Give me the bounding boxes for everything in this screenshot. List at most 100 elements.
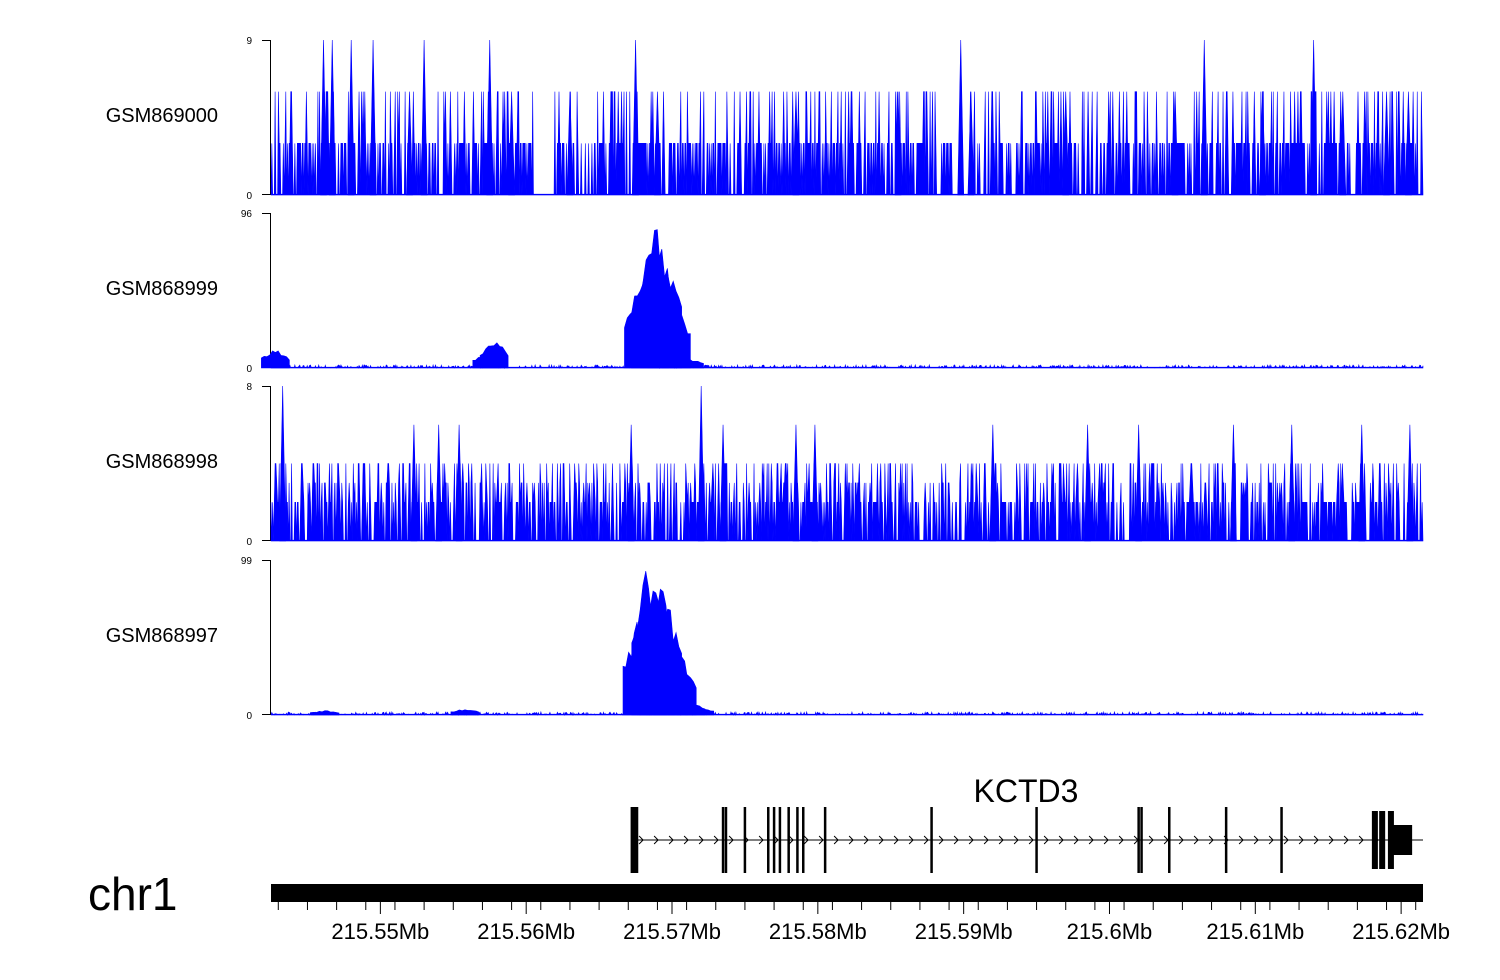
coverage-peak xyxy=(420,39,428,196)
track-label: GSM868999 xyxy=(106,278,218,300)
strand-arrow xyxy=(788,835,794,845)
gene-exon xyxy=(802,807,805,873)
y-max-label: 8 xyxy=(246,382,252,393)
strand-arrow xyxy=(803,835,809,845)
gene-exon xyxy=(721,807,725,873)
gene-exon xyxy=(1224,807,1228,873)
y-max-label: 99 xyxy=(241,556,253,567)
coverage-peak xyxy=(410,424,418,542)
coverage-peak xyxy=(261,350,290,369)
strand-arrow xyxy=(998,835,1004,845)
gene-exon xyxy=(767,807,770,873)
strand-arrow xyxy=(1208,835,1214,845)
track-label: GSM868997 xyxy=(106,625,218,647)
gene-exon xyxy=(1035,807,1038,873)
strand-arrow xyxy=(1178,835,1184,845)
coverage-peak xyxy=(662,309,691,369)
gene-model-KCTD3 xyxy=(630,807,1423,873)
coverage-peak xyxy=(1358,424,1366,542)
gene-exon xyxy=(930,807,933,873)
strand-arrow xyxy=(1358,835,1364,845)
coverage-peak xyxy=(675,358,704,369)
strand-arrow xyxy=(908,835,914,845)
axis-tick-label: 215.58Mb xyxy=(769,919,867,944)
track-GSM869000: GSM869000 9 0 xyxy=(106,36,1424,202)
gene-exon xyxy=(1280,807,1283,873)
axis-tick-label: 215.62Mb xyxy=(1352,919,1450,944)
coverage-area xyxy=(270,91,1424,196)
gene-exon xyxy=(1168,807,1171,873)
strand-arrow xyxy=(1028,835,1034,845)
strand-arrow xyxy=(938,835,944,845)
axis-tick-label: 215.61Mb xyxy=(1206,919,1304,944)
strand-arrow xyxy=(668,835,674,845)
gene-exon xyxy=(772,807,776,873)
chromosome-ideogram: chr1 215.55Mb 215.56Mb 215.57Mb 215.58Mb 215… xyxy=(88,868,1450,944)
strand-arrow xyxy=(1088,835,1094,845)
gene-exon xyxy=(630,807,638,873)
y-min-label: 0 xyxy=(246,364,252,375)
strand-arrow xyxy=(638,835,644,845)
coverage-peak xyxy=(369,39,377,196)
y-max-label: 96 xyxy=(241,209,253,220)
strand-arrow xyxy=(1073,835,1079,845)
track-label: GSM868998 xyxy=(106,451,218,473)
strand-arrow xyxy=(1268,835,1274,845)
track-label: GSM869000 xyxy=(106,105,218,127)
strand-arrow xyxy=(1238,835,1244,845)
axis-tick-label: 215.56Mb xyxy=(477,919,575,944)
strand-arrow xyxy=(1283,835,1289,845)
axis-tick-label: 215.55Mb xyxy=(331,919,429,944)
coverage-peak xyxy=(435,424,443,542)
strand-arrow xyxy=(773,835,779,845)
coverage-peak xyxy=(1200,39,1208,196)
coverage-peak xyxy=(1135,424,1142,542)
y-min-label: 0 xyxy=(246,537,252,548)
gene-exon xyxy=(823,807,827,873)
track-GSM868998: GSM868998 8 0 xyxy=(106,382,1424,548)
y-min-label: 0 xyxy=(246,191,252,202)
gene-exon xyxy=(778,807,782,873)
strand-arrow xyxy=(1253,835,1259,845)
strand-arrow xyxy=(728,835,734,845)
axis-tick-label: 215.59Mb xyxy=(915,919,1013,944)
coverage-peak xyxy=(624,295,653,369)
gene-exon xyxy=(1371,811,1378,869)
track-GSM868999: GSM868999 96 0 xyxy=(106,209,1424,375)
coverage-peak xyxy=(667,666,697,716)
coverage-peak xyxy=(1383,91,1390,196)
chromosome-bar xyxy=(271,884,1423,902)
chromosome-label: chr1 xyxy=(88,868,177,920)
coverage-peak xyxy=(1288,424,1296,542)
coverage-peak xyxy=(328,39,336,196)
strand-arrow xyxy=(923,835,929,845)
gene-exon xyxy=(743,807,747,873)
gene-exon xyxy=(724,807,728,873)
strand-arrow xyxy=(1118,835,1124,845)
gene-track: KCTD3 xyxy=(630,773,1423,873)
gene-exon xyxy=(635,807,639,873)
coverage-peak xyxy=(967,91,975,196)
coverage-peak xyxy=(450,709,480,716)
strand-arrow xyxy=(1103,835,1109,845)
axis-tick-label: 215.6Mb xyxy=(1067,919,1153,944)
gene-exon xyxy=(796,807,799,873)
strand-arrow xyxy=(953,835,959,845)
strand-arrow xyxy=(713,835,719,845)
coverage-peak xyxy=(792,424,800,542)
coverage-peak xyxy=(472,353,502,369)
strand-arrow xyxy=(863,835,869,845)
gene-exon xyxy=(1137,807,1140,873)
coverage-peak xyxy=(566,91,574,196)
strand-arrow xyxy=(833,835,839,845)
axis-tick-label: 215.57Mb xyxy=(623,919,721,944)
strand-arrow xyxy=(848,835,854,845)
coverage-area xyxy=(270,463,1424,542)
strand-arrow xyxy=(818,835,824,845)
y-min-label: 0 xyxy=(246,711,252,722)
coverage-peak xyxy=(811,424,819,542)
coverage-peak xyxy=(685,707,715,716)
strand-arrow xyxy=(983,835,989,845)
strand-arrow xyxy=(968,835,974,845)
